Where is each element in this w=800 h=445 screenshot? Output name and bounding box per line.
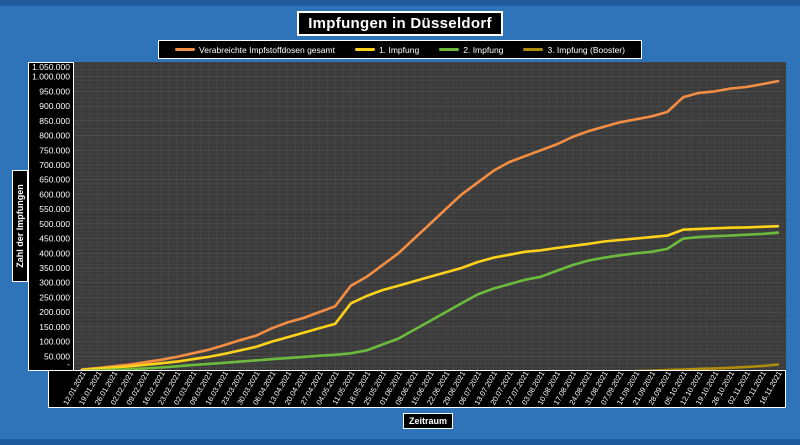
legend-item-gesamt: Verabreichte Impfstoffdosen gesamt <box>175 45 335 55</box>
y-tick-label: 1.000.000 <box>32 72 70 82</box>
y-tick-label: 850.000 <box>39 116 70 126</box>
series-line-0 <box>80 79 780 371</box>
y-tick-label: 950.000 <box>39 86 70 96</box>
y-tick-label: 450.000 <box>39 234 70 244</box>
y-tick-label: 1.050.000 <box>32 63 70 72</box>
legend-label-booster: 3. Impfung (Booster) <box>547 44 625 55</box>
y-tick-label: 550.000 <box>39 204 70 214</box>
x-axis-panel: 12.01.2021 19.01.2021 26.01.2021 02.02.2021… <box>48 370 786 408</box>
y-tick-label: 400.000 <box>39 248 70 258</box>
y-tick-label: 750.000 <box>39 145 70 155</box>
y-tick-label: 350.000 <box>39 263 70 273</box>
y-tick-label: 100.000 <box>39 337 70 347</box>
series-line-2 <box>80 231 780 373</box>
y-tick-label: 50.000 <box>44 351 70 361</box>
plot-area <box>74 61 786 373</box>
y-tick-label: - <box>67 359 70 369</box>
line-chart <box>74 61 786 373</box>
x-axis-title: Zeitraum <box>403 413 453 429</box>
legend-label-erste-impfung: 1. Impfung <box>379 44 420 55</box>
legend-swatch-booster <box>523 48 544 51</box>
y-axis-title-text: Zahl der Impfungen <box>15 184 25 268</box>
y-tick-label: 250.000 <box>39 292 70 302</box>
chart-legend: Verabreichte Impfstoffdosen gesamt 1. Im… <box>158 40 642 59</box>
y-tick-label: 300.000 <box>39 278 70 288</box>
y-tick-label: 600.000 <box>39 189 70 199</box>
legend-item-booster: 3. Impfung (Booster) <box>523 44 625 55</box>
y-tick-label: 800.000 <box>39 131 70 141</box>
y-axis-ticks: -50.000 100.000 150.000 200.000 250.000 300.0… <box>32 62 70 369</box>
y-tick-label: 900.000 <box>39 101 70 111</box>
y-tick-label: 500.000 <box>39 219 70 229</box>
series-line-1 <box>80 224 780 372</box>
y-axis-panel: -50.000 100.000 150.000 200.000 250.000 300.0… <box>28 62 74 371</box>
legend-item-erste-impfung: 1. Impfung <box>355 45 419 55</box>
legend-swatch-erste-impfung <box>355 48 376 51</box>
y-axis-title: Zahl der Impfungen <box>12 170 28 282</box>
legend-item-zweite-impfung: 2. Impfung <box>439 45 503 55</box>
grid <box>74 61 786 372</box>
y-tick-label: 650.000 <box>39 175 70 185</box>
chart-title: Impfungen in Düsseldorf <box>297 11 503 36</box>
legend-swatch-zweite-impfung <box>439 48 460 51</box>
legend-label-gesamt: Verabreichte Impfstoffdosen gesamt <box>199 44 335 55</box>
y-tick-label: 200.000 <box>39 307 70 317</box>
x-axis-ticks: 12.01.202119.01.202126.01.202102.02.2021… <box>61 370 784 407</box>
frame-bottom <box>0 439 800 445</box>
frame-top <box>0 0 800 6</box>
y-tick-label: 700.000 <box>39 160 70 170</box>
y-tick-label: 150.000 <box>39 322 70 332</box>
legend-label-zweite-impfung: 2. Impfung <box>463 44 504 55</box>
legend-swatch-gesamt <box>175 48 196 51</box>
